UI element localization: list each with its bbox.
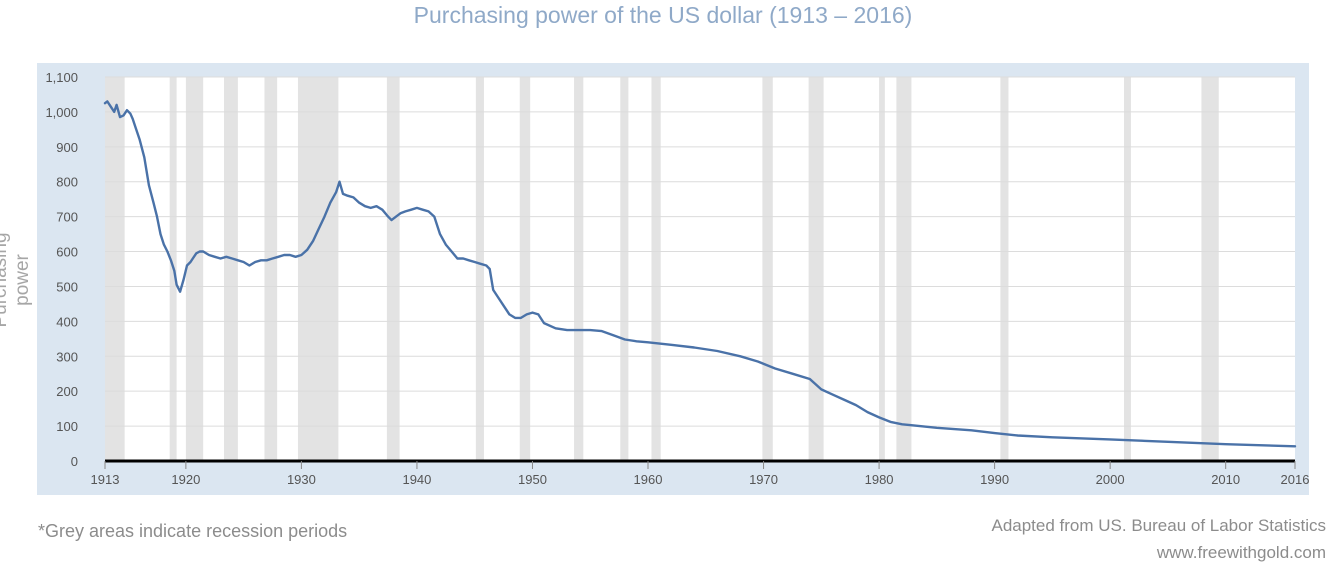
recession-band bbox=[808, 77, 824, 461]
x-tick-label: 1970 bbox=[749, 472, 778, 487]
website-line: www.freewithgold.com bbox=[1156, 543, 1326, 562]
recession-band bbox=[762, 77, 773, 461]
recession-band bbox=[185, 77, 204, 461]
recession-band bbox=[105, 77, 125, 461]
y-tick-label: 100 bbox=[56, 419, 78, 434]
y-tick-label: 800 bbox=[56, 175, 78, 190]
source-credit: Adapted from US. Bureau of Labor Statist… bbox=[991, 512, 1326, 566]
recession-band bbox=[475, 77, 484, 461]
recession-band bbox=[264, 77, 278, 461]
recession-band bbox=[1201, 77, 1219, 461]
x-tick-label: 1960 bbox=[634, 472, 663, 487]
plot-area bbox=[105, 77, 1295, 461]
x-tick-label: 1950 bbox=[518, 472, 547, 487]
recession-band bbox=[896, 77, 912, 461]
recession-band bbox=[224, 77, 238, 461]
y-tick-label: 300 bbox=[56, 349, 78, 364]
chart-title: Purchasing power of the US dollar (1913 … bbox=[413, 2, 913, 28]
recession-band bbox=[1124, 77, 1131, 461]
recession-band bbox=[574, 77, 584, 461]
y-tick-label: 900 bbox=[56, 140, 78, 155]
y-tick-label: 500 bbox=[56, 279, 78, 294]
y-tick-label: 200 bbox=[56, 384, 78, 399]
recession-band bbox=[1000, 77, 1009, 461]
recession-band bbox=[297, 77, 339, 461]
x-tick-label: 2010 bbox=[1211, 472, 1240, 487]
x-tick-label: 2016 bbox=[1281, 472, 1310, 487]
x-tick-label: 1930 bbox=[287, 472, 316, 487]
recession-footnote: *Grey areas indicate recession periods bbox=[38, 521, 348, 541]
y-tick-label: 700 bbox=[56, 210, 78, 225]
x-tick-label: 1940 bbox=[402, 472, 431, 487]
y-tick-label: 1,100 bbox=[45, 70, 78, 85]
recession-band bbox=[879, 77, 885, 461]
x-tick-label: 1913 bbox=[91, 472, 120, 487]
x-tick-label: 1990 bbox=[980, 472, 1009, 487]
x-tick-label: 2000 bbox=[1096, 472, 1125, 487]
y-tick-label: 0 bbox=[71, 454, 78, 469]
y-tick-label: 1,000 bbox=[45, 105, 78, 120]
y-tick-label: 400 bbox=[56, 314, 78, 329]
recession-band bbox=[386, 77, 400, 461]
purchasing-power-line bbox=[103, 100, 1297, 448]
source-line: Adapted from US. Bureau of Labor Statist… bbox=[991, 516, 1326, 535]
recession-band bbox=[620, 77, 629, 461]
recession-band bbox=[519, 77, 531, 461]
y-tick-label: 600 bbox=[56, 245, 78, 260]
x-tick-label: 1920 bbox=[171, 472, 200, 487]
x-tick-label: 1980 bbox=[865, 472, 894, 487]
recession-band bbox=[651, 77, 661, 461]
